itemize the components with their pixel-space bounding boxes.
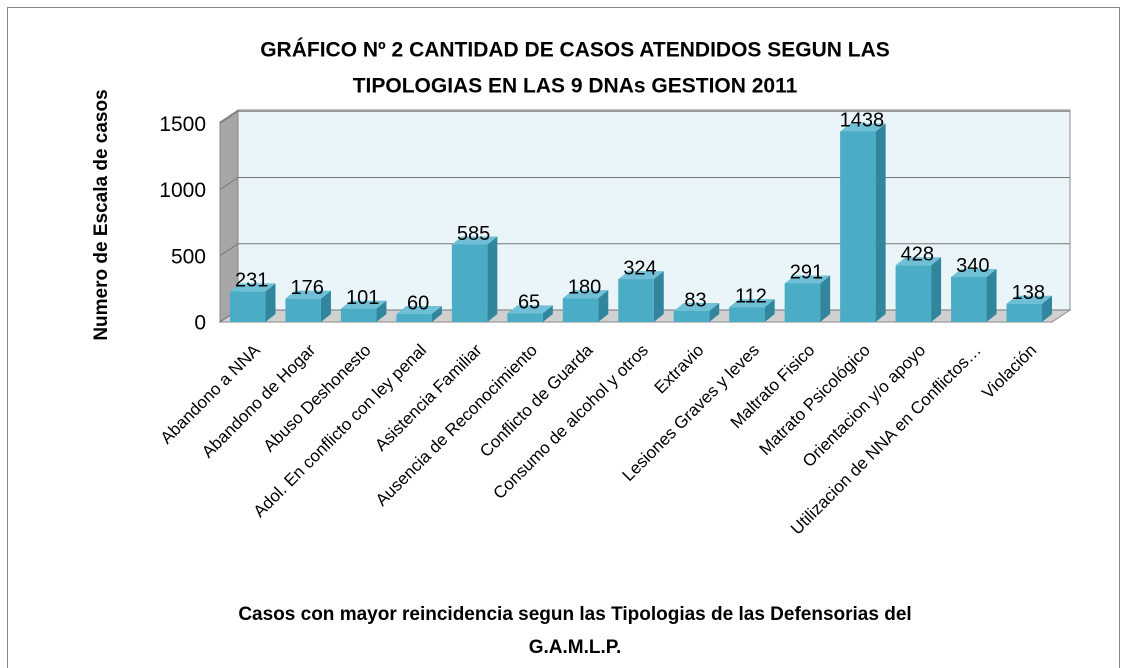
- bar-side: [376, 300, 387, 322]
- bar: [507, 305, 553, 322]
- bar: [951, 268, 997, 322]
- y-tick-label: 0: [194, 312, 206, 335]
- data-label: 60: [407, 292, 429, 314]
- data-label: 291: [790, 262, 823, 284]
- bar-side: [875, 123, 886, 322]
- bar-top: [507, 305, 553, 314]
- bar-front: [507, 313, 543, 322]
- bar: [729, 299, 775, 322]
- bar-front: [285, 298, 321, 322]
- y-axis-title: Numero de Escala de casos: [91, 89, 112, 340]
- bar-side: [820, 275, 831, 322]
- bar: [895, 257, 942, 322]
- data-label: 324: [623, 257, 656, 279]
- chart-title: TIPOLOGIAS EN LAS 9 DNAs GESTION 2011: [353, 75, 798, 98]
- bar-front: [562, 298, 599, 322]
- bar-side: [320, 290, 331, 322]
- bar-top: [673, 303, 720, 312]
- data-label: 428: [901, 244, 934, 266]
- data-label: 180: [568, 276, 601, 298]
- bar-front: [340, 308, 377, 322]
- data-label: 231: [235, 270, 268, 292]
- bar: [229, 283, 276, 322]
- bar-side: [764, 299, 775, 322]
- bar-front: [451, 244, 488, 322]
- bar-top: [396, 306, 442, 315]
- data-label: 340: [956, 255, 989, 277]
- bar-side: [986, 268, 997, 322]
- bar-front: [396, 314, 432, 322]
- bar-top: [840, 123, 886, 132]
- bar-top: [895, 257, 942, 266]
- bar-top: [618, 271, 664, 280]
- data-label: 176: [291, 277, 324, 299]
- data-label: 585: [457, 223, 490, 245]
- data-label: 83: [684, 289, 706, 311]
- grid-line: [219, 243, 1070, 257]
- x-axis-title: G.A.M.L.P.: [529, 637, 622, 658]
- bar-side: [931, 257, 942, 322]
- grid-line: [219, 177, 1070, 190]
- bar: [562, 290, 609, 322]
- bar-front: [840, 131, 876, 322]
- bar-top: [340, 300, 387, 309]
- y-tick-label: 500: [171, 245, 206, 268]
- bar-side: [1042, 295, 1053, 322]
- bar-front: [895, 265, 932, 322]
- data-label: 101: [346, 287, 379, 309]
- bar-front: [729, 307, 765, 322]
- bar-top: [451, 236, 498, 245]
- bar-top: [229, 283, 276, 292]
- bar-top: [562, 290, 609, 299]
- bar-top: [784, 275, 831, 284]
- chart-border: [7, 7, 1120, 668]
- data-label: 65: [518, 292, 540, 314]
- bar: [784, 275, 831, 322]
- grid-line: [219, 110, 1070, 124]
- bar: [285, 290, 331, 322]
- bar-front: [951, 276, 987, 322]
- bar-side: [487, 236, 498, 322]
- bar-side: [542, 305, 553, 322]
- data-label: 112: [735, 285, 767, 307]
- bar-front: [784, 283, 821, 322]
- data-label: 1438: [840, 110, 885, 132]
- bar-front: [618, 279, 654, 322]
- bar-front: [229, 291, 266, 322]
- bar-top: [1006, 295, 1053, 304]
- bar-top: [285, 290, 331, 299]
- bar-top: [951, 268, 997, 277]
- bar-side: [265, 283, 276, 322]
- bar: [618, 271, 664, 322]
- x-axis-title: Casos con mayor reincidencia segun las T…: [238, 604, 911, 625]
- y-tick-label: 1500: [159, 113, 206, 136]
- bar: [673, 303, 720, 322]
- bar: [396, 306, 442, 322]
- chart-title: GRÁFICO Nº 2 CANTIDAD DE CASOS ATENDIDOS…: [260, 39, 890, 62]
- bar-side: [709, 303, 720, 322]
- bar-side: [653, 271, 664, 322]
- bar: [1006, 295, 1053, 322]
- bar: [340, 300, 387, 322]
- data-label: 138: [1012, 282, 1045, 304]
- bar-side: [431, 306, 442, 322]
- bar: [840, 123, 886, 322]
- bar-top: [729, 299, 775, 308]
- bar-side: [598, 290, 609, 322]
- bar: [451, 236, 498, 322]
- bar-front: [1006, 303, 1043, 322]
- y-tick-label: 1000: [159, 179, 206, 202]
- bar-front: [673, 311, 710, 322]
